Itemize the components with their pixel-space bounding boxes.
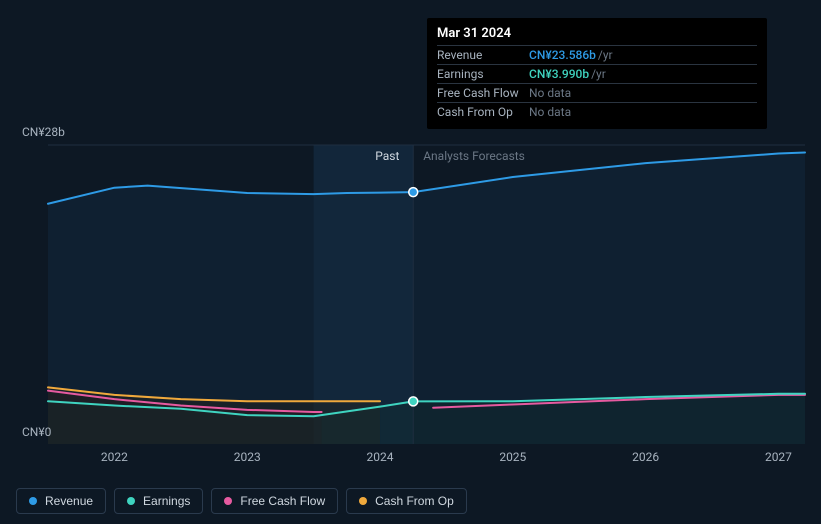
tooltip-row: Cash From OpNo data — [437, 102, 757, 121]
x-axis-label: 2027 — [765, 450, 792, 464]
tooltip-row-label: Cash From Op — [437, 105, 529, 119]
x-axis-label: 2026 — [632, 450, 659, 464]
legend-item-free-cash-flow[interactable]: Free Cash Flow — [211, 488, 338, 514]
x-axis-label: 2025 — [499, 450, 526, 464]
tooltip-row-label: Free Cash Flow — [437, 86, 529, 100]
tooltip-row-value: CN¥23.586b/yr — [529, 48, 613, 62]
legend-item-revenue[interactable]: Revenue — [16, 488, 106, 514]
y-axis-label: CN¥28b — [22, 125, 65, 139]
legend-item-label: Cash From Op — [375, 494, 454, 508]
y-axis-label: CN¥0 — [22, 425, 51, 439]
x-axis-label: 2024 — [367, 450, 394, 464]
tooltip-row: EarningsCN¥3.990b/yr — [437, 64, 757, 83]
chart-tooltip: Mar 31 2024 RevenueCN¥23.586b/yrEarnings… — [427, 18, 767, 129]
legend-item-label: Revenue — [45, 494, 93, 508]
tooltip-row-label: Earnings — [437, 67, 529, 81]
tooltip-row-nodata: No data — [529, 86, 571, 100]
legend-item-label: Free Cash Flow — [240, 494, 325, 508]
tooltip-row: RevenueCN¥23.586b/yr — [437, 45, 757, 64]
legend-dot-icon — [224, 497, 232, 505]
chart-container: Mar 31 2024 RevenueCN¥23.586b/yrEarnings… — [0, 0, 821, 524]
x-axis-label: 2022 — [101, 450, 128, 464]
x-axis-label: 2023 — [234, 450, 261, 464]
legend-item-earnings[interactable]: Earnings — [114, 488, 203, 514]
tooltip-row-label: Revenue — [437, 48, 529, 62]
legend-dot-icon — [359, 497, 367, 505]
tooltip-row-nodata: No data — [529, 105, 571, 119]
period-past-label: Past — [375, 149, 399, 163]
legend-dot-icon — [29, 497, 37, 505]
tooltip-row: Free Cash FlowNo data — [437, 83, 757, 102]
legend-item-label: Earnings — [143, 494, 190, 508]
period-forecast-label: Analysts Forecasts — [423, 149, 525, 163]
tooltip-title: Mar 31 2024 — [437, 26, 757, 41]
tooltip-rows: RevenueCN¥23.586b/yrEarningsCN¥3.990b/yr… — [437, 45, 757, 121]
chart-legend: Revenue Earnings Free Cash Flow Cash From O… — [16, 488, 467, 514]
tooltip-row-value: CN¥3.990b/yr — [529, 67, 606, 81]
legend-item-cash-from-op[interactable]: Cash From Op — [346, 488, 467, 514]
legend-dot-icon — [127, 497, 135, 505]
